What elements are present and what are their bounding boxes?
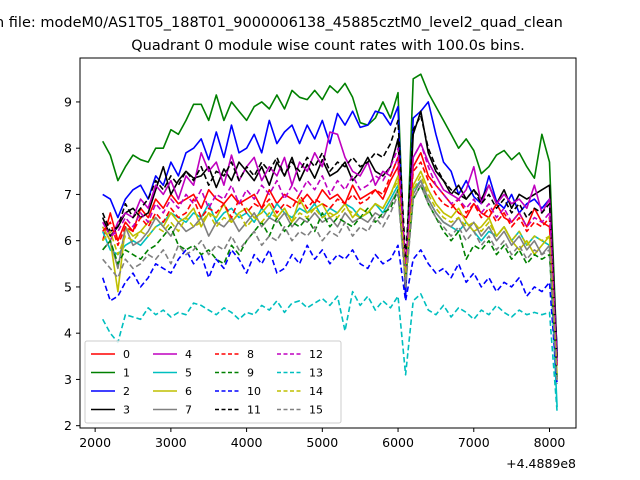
legend-label-1: 1 bbox=[123, 367, 130, 380]
series-8-line bbox=[102, 156, 558, 366]
file-title: n file: modeM0/AS1T05_188T01_9000006138_… bbox=[0, 15, 563, 31]
series-14-line bbox=[102, 175, 558, 375]
series-15-line bbox=[102, 184, 558, 385]
y-tick-label: 2 bbox=[64, 418, 72, 433]
legend-label-15: 15 bbox=[309, 404, 323, 417]
x-tick-label: 8000 bbox=[534, 435, 566, 450]
legend-label-4: 4 bbox=[185, 348, 192, 361]
x-offset-label: +4.4889e8 bbox=[506, 456, 576, 471]
x-tick-label: 3000 bbox=[155, 435, 187, 450]
y-tick-label: 3 bbox=[64, 372, 72, 387]
series-12-line bbox=[101, 142, 558, 366]
legend-box bbox=[84, 340, 342, 424]
x-tick-label: 6000 bbox=[382, 435, 414, 450]
y-tick-label: 5 bbox=[64, 279, 72, 294]
series-13-line bbox=[101, 290, 558, 412]
legend-label-2: 2 bbox=[123, 385, 130, 398]
series-1-line bbox=[101, 73, 558, 357]
legend-label-13: 13 bbox=[309, 367, 323, 380]
legend-label-6: 6 bbox=[185, 385, 192, 398]
x-tick-label: 2000 bbox=[79, 435, 111, 450]
y-axis: 2 3 4 5 6 7 8 9 bbox=[64, 94, 80, 433]
legend-label-11: 11 bbox=[247, 404, 261, 417]
legend-label-7: 7 bbox=[185, 404, 192, 417]
x-axis: 2000 3000 4000 5000 6000 7000 8000 bbox=[79, 428, 565, 450]
x-tick-label: 5000 bbox=[306, 435, 338, 450]
y-tick-label: 4 bbox=[64, 326, 72, 341]
legend-label-8: 8 bbox=[247, 348, 254, 361]
series-9-line bbox=[102, 184, 558, 380]
plot-lines bbox=[101, 73, 558, 412]
chart-title: Quadrant 0 module wise count rates with … bbox=[131, 38, 525, 54]
series-3-line bbox=[101, 110, 558, 357]
legend-label-12: 12 bbox=[309, 348, 323, 361]
axes-frame bbox=[79, 57, 577, 429]
legend-label-0: 0 bbox=[123, 348, 130, 361]
legend-label-9: 9 bbox=[247, 367, 254, 380]
series-4-line bbox=[101, 131, 558, 361]
series-7-line bbox=[102, 179, 558, 380]
x-tick-label: 7000 bbox=[458, 435, 490, 450]
series-10-line bbox=[101, 244, 558, 385]
y-tick-label: 6 bbox=[64, 233, 72, 248]
y-tick-label: 7 bbox=[64, 187, 72, 202]
legend-label-10: 10 bbox=[247, 385, 261, 398]
legend-label-5: 5 bbox=[185, 367, 192, 380]
legend-label-14: 14 bbox=[309, 385, 323, 398]
y-tick-label: 8 bbox=[64, 141, 72, 156]
series-11-line bbox=[101, 115, 558, 361]
y-tick-label: 9 bbox=[64, 94, 72, 109]
x-tick-label: 4000 bbox=[231, 435, 263, 450]
legend-label-3: 3 bbox=[123, 404, 130, 417]
